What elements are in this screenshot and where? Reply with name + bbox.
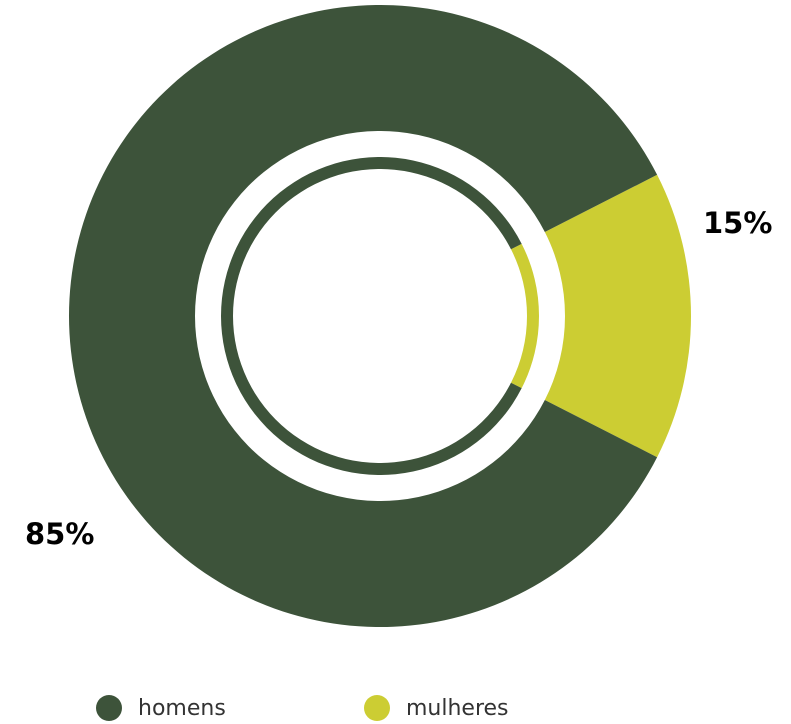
inner-slice-homens xyxy=(221,156,522,475)
data-label-homens: 85% xyxy=(25,517,95,551)
legend-item-mulheres: mulheres xyxy=(364,692,509,724)
legend-dot-homens xyxy=(96,695,122,721)
legend-dot-mulheres xyxy=(364,695,390,721)
legend-item-homens: homens xyxy=(96,692,226,724)
legend-label-homens: homens xyxy=(138,695,226,721)
outer-ring xyxy=(68,4,691,627)
outer-slice-homens xyxy=(68,4,658,627)
inner-ring xyxy=(221,156,540,475)
outer-slice-mulheres xyxy=(544,174,691,458)
legend-label-mulheres: mulheres xyxy=(406,695,509,721)
inner-slice-mulheres xyxy=(510,243,540,389)
data-label-mulheres: 15% xyxy=(703,206,773,240)
